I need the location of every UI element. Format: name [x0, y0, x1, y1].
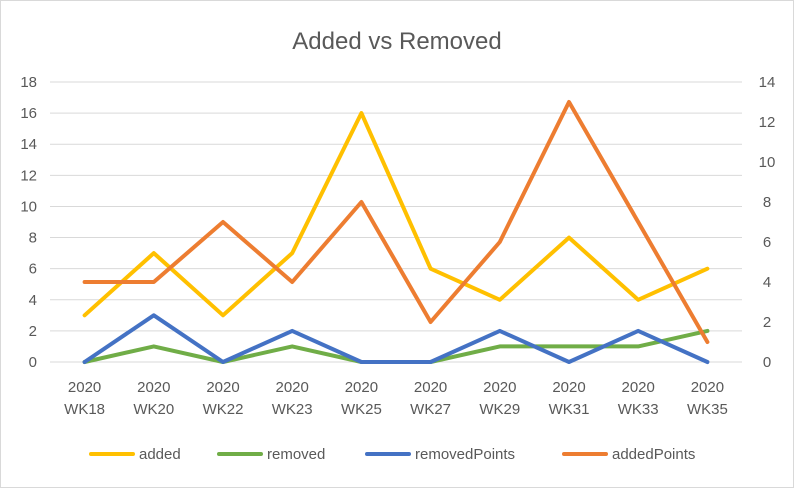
- x-tick-label: WK27: [410, 401, 451, 418]
- x-tick-label: WK22: [203, 401, 244, 418]
- x-tick-label: WK33: [618, 401, 659, 418]
- left-tick-label: 18: [20, 74, 37, 91]
- right-tick-label: 2: [763, 314, 771, 331]
- x-tick-label: WK35: [687, 401, 728, 418]
- legend-label: added: [139, 446, 181, 463]
- legend-item-removedPoints: removedPoints: [365, 446, 515, 463]
- right-tick-label: 12: [759, 114, 776, 131]
- x-tick-label: 2020: [276, 379, 309, 396]
- chart-title: Added vs Removed: [292, 28, 501, 55]
- series-line-removed: [82, 328, 710, 364]
- x-tick-label: WK25: [341, 401, 382, 418]
- x-tick-label: WK31: [549, 401, 590, 418]
- legend-label: addedPoints: [612, 446, 695, 463]
- legend-label: removed: [267, 446, 325, 463]
- legend: added removed removedPoints addedPoints: [89, 446, 695, 463]
- right-tick-label: 10: [759, 154, 776, 171]
- right-tick-label: 8: [763, 194, 771, 211]
- series-line-removedPoints: [82, 313, 710, 364]
- x-tick-label: 2020: [206, 379, 239, 396]
- x-tick-label: WK29: [479, 401, 520, 418]
- left-tick-label: 0: [29, 354, 37, 371]
- x-tick-label: 2020: [483, 379, 516, 396]
- right-tick-label: 14: [759, 74, 776, 91]
- x-tick-label: 2020: [137, 379, 170, 396]
- left-tick-label: 16: [20, 105, 37, 122]
- left-tick-label: 4: [29, 292, 37, 309]
- right-tick-label: 4: [763, 274, 771, 291]
- series-line-addedPoints: [82, 100, 710, 344]
- left-tick-label: 2: [29, 323, 37, 340]
- x-tick-label: 2020: [414, 379, 447, 396]
- x-axis-labels: 2020 WK18 2020 WK20 2020 WK22 2020 WK23 2020 WK25…: [64, 379, 728, 418]
- legend-item-removed: removed: [217, 446, 325, 463]
- series-lines: [82, 100, 710, 364]
- x-tick-label: 2020: [622, 379, 655, 396]
- x-tick-label: 2020: [345, 379, 378, 396]
- x-tick-label: WK20: [133, 401, 174, 418]
- left-tick-label: 10: [20, 198, 37, 215]
- right-tick-label: 0: [763, 354, 771, 371]
- gridlines: [50, 81, 742, 363]
- legend-label: removedPoints: [415, 446, 515, 463]
- left-tick-label: 8: [29, 230, 37, 247]
- legend-item-added: added: [89, 446, 181, 463]
- right-axis-labels: 0 2 4 6 8 10 12 14: [759, 74, 776, 371]
- left-axis-labels: 0 2 4 6 8 10 12 14 16 18: [20, 74, 37, 371]
- left-tick-label: 6: [29, 261, 37, 278]
- right-tick-label: 6: [763, 234, 771, 251]
- series-line-added: [82, 111, 710, 318]
- x-tick-label: WK23: [272, 401, 313, 418]
- x-tick-label: WK18: [64, 401, 105, 418]
- x-tick-label: 2020: [68, 379, 101, 396]
- legend-item-addedPoints: addedPoints: [562, 446, 695, 463]
- left-tick-label: 14: [20, 136, 37, 153]
- x-tick-label: 2020: [691, 379, 724, 396]
- x-tick-label: 2020: [552, 379, 585, 396]
- left-tick-label: 12: [20, 167, 37, 184]
